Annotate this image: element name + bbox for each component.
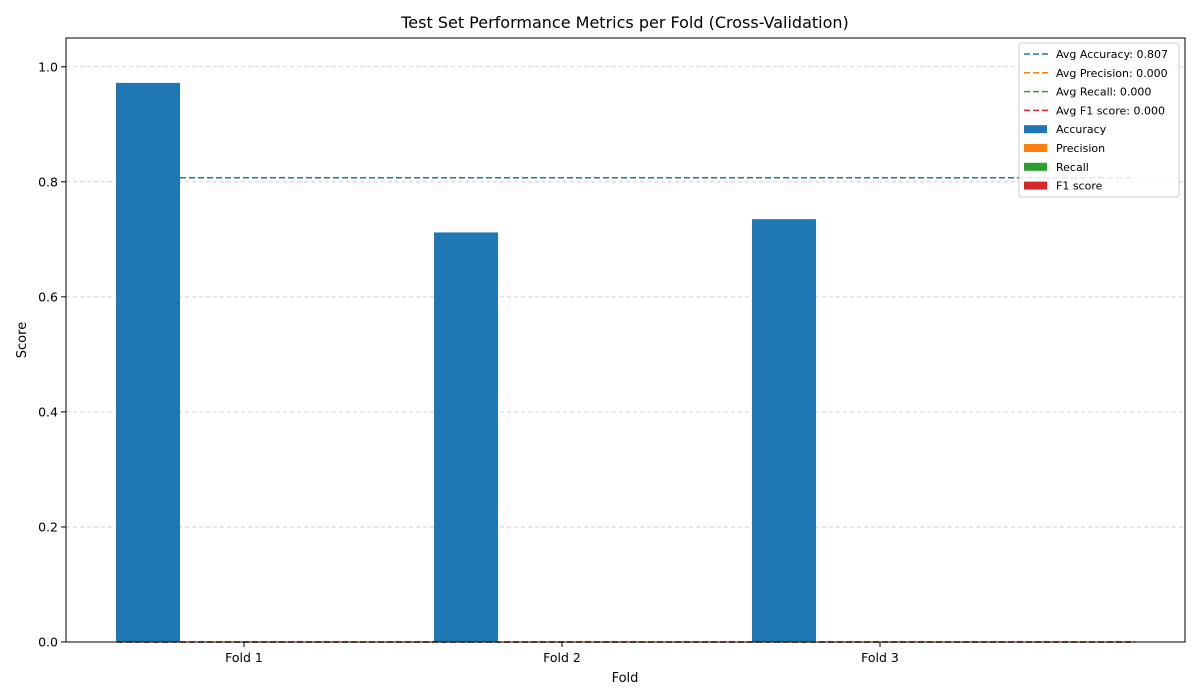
y-axis-ticks: 0.0 0.2 0.4 0.6 0.8 1.0 [38,59,66,650]
legend-entry-label: Avg Accuracy: 0.807 [1056,48,1168,61]
bar-accuracy [752,219,816,642]
legend-patch-swatch [1024,144,1047,152]
legend-patch-swatch [1024,125,1047,134]
x-tick-label: Fold 1 [225,650,263,665]
y-tick-label: 0.8 [38,174,58,189]
plot-area-frame [65,37,1186,643]
legend-entry-label: F1 score [1056,180,1103,193]
legend-entry-label: Recall [1056,161,1089,174]
bar-accuracy [434,232,498,642]
bar-accuracy [116,82,180,642]
y-tick-label: 0.2 [38,519,58,534]
legend-patch-swatch [1024,162,1047,171]
x-axis-label: Fold [612,671,639,686]
y-tick-label: 0.0 [38,635,58,650]
chart-title: Test Set Performance Metrics per Fold (C… [400,13,849,32]
bar-series [116,82,816,642]
legend-entry-label: Precision [1056,142,1105,155]
legend-entry-label: Accuracy [1056,123,1107,136]
legend: Avg Accuracy: 0.807 Avg Precision: 0.000 A… [1018,42,1180,198]
grid-lines [66,66,1185,528]
legend-entry-label: Avg Recall: 0.000 [1056,86,1151,99]
x-tick-label: Fold 2 [543,650,581,665]
x-axis-ticks: Fold 1 Fold 2 Fold 3 [225,642,899,665]
legend-entry-label: Avg Precision: 0.000 [1056,67,1168,80]
legend-patch-swatch [1024,181,1047,190]
x-tick-label: Fold 3 [861,650,899,665]
legend-entry-label: Avg F1 score: 0.000 [1056,104,1165,117]
y-tick-label: 0.4 [38,404,58,419]
y-tick-label: 1.0 [38,59,58,74]
legend-box [1018,42,1180,198]
y-tick-label: 0.6 [38,289,58,304]
y-axis-label: Score [15,322,30,358]
